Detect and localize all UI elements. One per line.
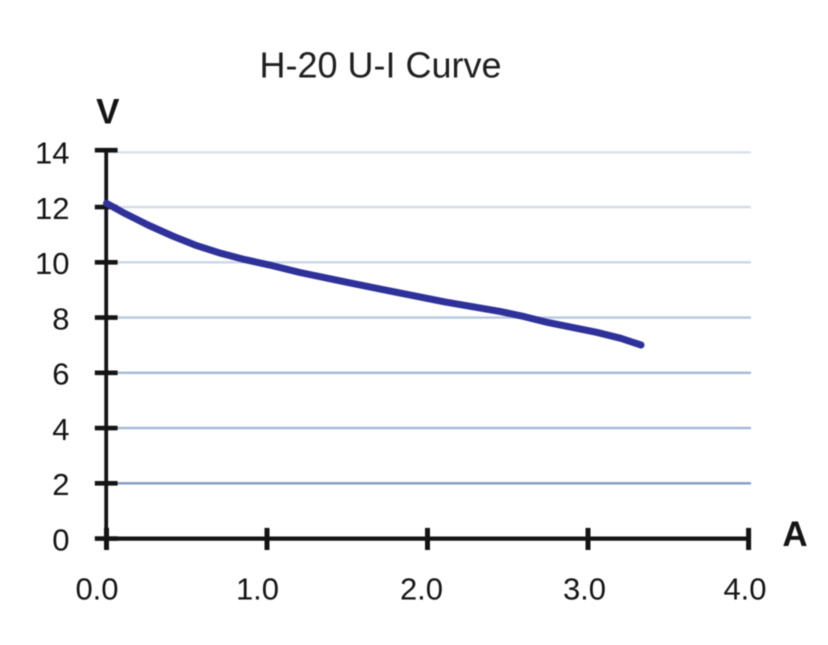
svg-text:H-20 U-I Curve: H-20 U-I Curve xyxy=(259,45,501,86)
svg-text:3.0: 3.0 xyxy=(563,572,606,607)
svg-text:A: A xyxy=(782,515,807,554)
svg-text:2: 2 xyxy=(52,467,69,502)
svg-text:0: 0 xyxy=(52,522,69,557)
svg-text:0.0: 0.0 xyxy=(75,572,118,607)
svg-text:1.0: 1.0 xyxy=(236,572,279,607)
svg-text:V: V xyxy=(96,93,120,132)
svg-text:10: 10 xyxy=(35,246,69,281)
svg-text:14: 14 xyxy=(35,136,69,171)
svg-text:4.0: 4.0 xyxy=(723,572,766,607)
svg-text:6: 6 xyxy=(52,357,69,392)
svg-text:2.0: 2.0 xyxy=(400,572,443,607)
svg-text:8: 8 xyxy=(52,301,69,336)
svg-text:12: 12 xyxy=(35,191,69,226)
svg-text:4: 4 xyxy=(52,412,69,447)
